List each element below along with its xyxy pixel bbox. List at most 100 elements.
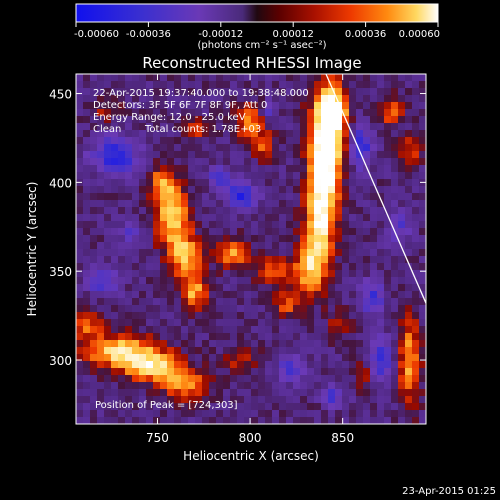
heatmap-cell xyxy=(321,165,329,173)
heatmap-cells xyxy=(76,74,426,424)
heatmap-cell xyxy=(125,242,133,250)
heatmap-cell xyxy=(356,396,364,404)
heatmap-cell xyxy=(104,74,112,82)
heatmap-cell xyxy=(209,116,217,124)
heatmap-cell xyxy=(83,354,91,362)
annotation-total-counts: Total counts: 1.78E+03 xyxy=(144,124,261,135)
heatmap-cell xyxy=(391,263,399,271)
heatmap-cell xyxy=(328,417,336,424)
heatmap-cell xyxy=(223,347,231,355)
heatmap-cell xyxy=(188,319,196,327)
heatmap-cell xyxy=(286,277,294,285)
heatmap-cell xyxy=(349,410,357,418)
heatmap-cell xyxy=(363,221,371,229)
heatmap-cell xyxy=(244,109,252,117)
chart-title: Reconstructed RHESSI Image xyxy=(142,54,361,72)
heatmap-cell xyxy=(405,165,413,173)
heatmap-cell xyxy=(328,144,336,152)
heatmap-cell xyxy=(230,270,238,278)
heatmap-cell xyxy=(258,81,266,89)
heatmap-cell xyxy=(244,165,252,173)
heatmap-cell xyxy=(251,312,259,320)
heatmap-cell xyxy=(181,263,189,271)
heatmap-cell xyxy=(139,389,147,397)
heatmap-cell xyxy=(139,326,147,334)
heatmap-cell xyxy=(300,172,308,180)
heatmap-cell xyxy=(83,137,91,145)
heatmap-cell xyxy=(118,242,126,250)
heatmap-cell xyxy=(349,375,357,383)
heatmap-cell xyxy=(83,368,91,376)
heatmap-cell xyxy=(97,354,105,362)
heatmap-cell xyxy=(153,298,161,306)
heatmap-cell xyxy=(307,361,315,369)
heatmap-cell xyxy=(174,305,182,313)
heatmap-cell xyxy=(244,291,252,299)
heatmap-cell xyxy=(335,284,343,292)
heatmap-cell xyxy=(342,74,350,82)
heatmap-cell xyxy=(160,109,168,117)
heatmap-cell xyxy=(363,123,371,131)
heatmap-cell xyxy=(370,396,378,404)
heatmap-cell xyxy=(293,417,301,424)
heatmap-cell xyxy=(195,151,203,159)
heatmap-cell xyxy=(216,410,224,418)
heatmap-cell xyxy=(412,193,420,201)
heatmap-cell xyxy=(174,221,182,229)
heatmap-cell xyxy=(174,200,182,208)
heatmap-cell xyxy=(328,123,336,131)
heatmap-cell xyxy=(139,116,147,124)
heatmap-cell xyxy=(153,382,161,390)
heatmap-cell xyxy=(244,235,252,243)
heatmap-cell xyxy=(370,354,378,362)
heatmap-cell xyxy=(272,81,280,89)
heatmap-cell xyxy=(321,235,329,243)
heatmap-cell xyxy=(251,361,259,369)
heatmap-cell xyxy=(216,88,224,96)
heatmap-cell xyxy=(405,326,413,334)
heatmap-cell xyxy=(230,109,238,117)
heatmap-cell xyxy=(377,417,385,424)
heatmap-cell xyxy=(76,102,84,110)
heatmap-cell xyxy=(125,277,133,285)
heatmap-cell xyxy=(370,116,378,124)
heatmap-cell xyxy=(104,130,112,138)
heatmap-cell xyxy=(405,312,413,320)
heatmap-cell xyxy=(209,298,217,306)
heatmap-cell xyxy=(111,109,119,117)
heatmap-cell xyxy=(307,333,315,341)
heatmap-cell xyxy=(90,319,98,327)
heatmap-cell xyxy=(293,249,301,257)
heatmap-cell xyxy=(293,284,301,292)
heatmap-cell xyxy=(286,109,294,117)
heatmap-cell xyxy=(286,235,294,243)
heatmap-cell xyxy=(230,284,238,292)
heatmap-cell xyxy=(83,326,91,334)
heatmap-cell xyxy=(314,410,322,418)
heatmap-cell xyxy=(167,151,175,159)
heatmap-cell xyxy=(139,256,147,264)
heatmap-cell xyxy=(146,263,154,271)
heatmap-cell xyxy=(132,81,140,89)
heatmap-cell xyxy=(300,417,308,424)
heatmap-cell xyxy=(160,172,168,180)
heatmap-cell xyxy=(237,249,245,257)
heatmap-cell xyxy=(209,151,217,159)
heatmap-cell xyxy=(251,326,259,334)
heatmap-cell xyxy=(251,186,259,194)
heatmap-cell xyxy=(174,172,182,180)
heatmap-cell xyxy=(167,256,175,264)
heatmap-cell xyxy=(181,319,189,327)
heatmap-cell xyxy=(328,102,336,110)
heatmap-cell xyxy=(146,235,154,243)
heatmap-cell xyxy=(97,396,105,404)
heatmap-cell xyxy=(370,214,378,222)
heatmap-cell xyxy=(139,207,147,215)
heatmap-cell xyxy=(251,277,259,285)
heatmap-cell xyxy=(230,186,238,194)
heatmap-cell xyxy=(104,277,112,285)
heatmap-cell xyxy=(118,270,126,278)
heatmap-cell xyxy=(237,263,245,271)
heatmap-cell xyxy=(104,403,112,411)
heatmap-cell xyxy=(405,207,413,215)
